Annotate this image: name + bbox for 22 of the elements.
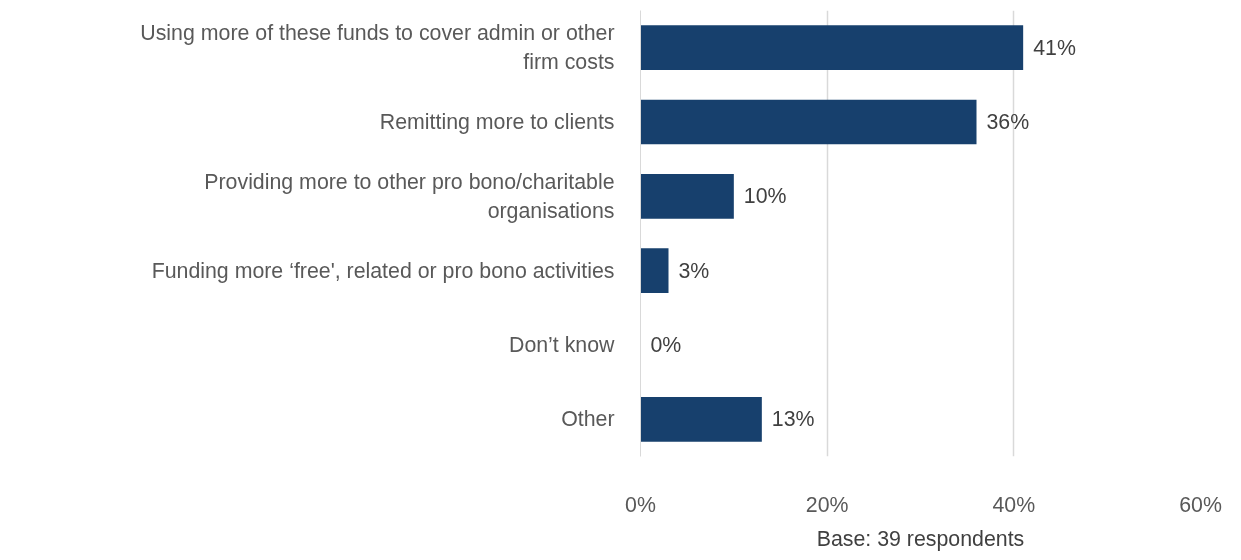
text: Base: 39 respondents	[816, 526, 1025, 551]
y-tick-label: Providing more to other pro bono/charitable organisations	[204, 169, 615, 223]
x-tick-label: 0%	[625, 492, 656, 517]
data-label: 13%	[771, 407, 815, 432]
bar	[640, 397, 762, 442]
y-tick-label: Other	[561, 407, 615, 432]
bar	[640, 174, 734, 219]
y-tick-label: Using more of these funds to cover admin or other firm costs	[140, 21, 615, 75]
bar	[640, 99, 977, 145]
x-tick-label: 20%	[805, 492, 849, 517]
bar	[640, 248, 669, 293]
data-label: 10%	[743, 184, 787, 209]
data-label: 36%	[986, 110, 1030, 134]
y-tick-label: Don’t know	[508, 333, 616, 357]
x-tick-label: 40%	[992, 492, 1036, 517]
data-label: 3%	[678, 258, 710, 283]
data-label: 41%	[1033, 35, 1076, 60]
bar	[640, 25, 1024, 70]
y-tick-label: Funding more ‘free', related or pro bono activities	[151, 258, 615, 283]
x-tick-label: 60%	[1179, 492, 1222, 517]
y-tick-label: Remitting more to clients	[379, 110, 615, 134]
data-label: 0%	[650, 333, 682, 357]
